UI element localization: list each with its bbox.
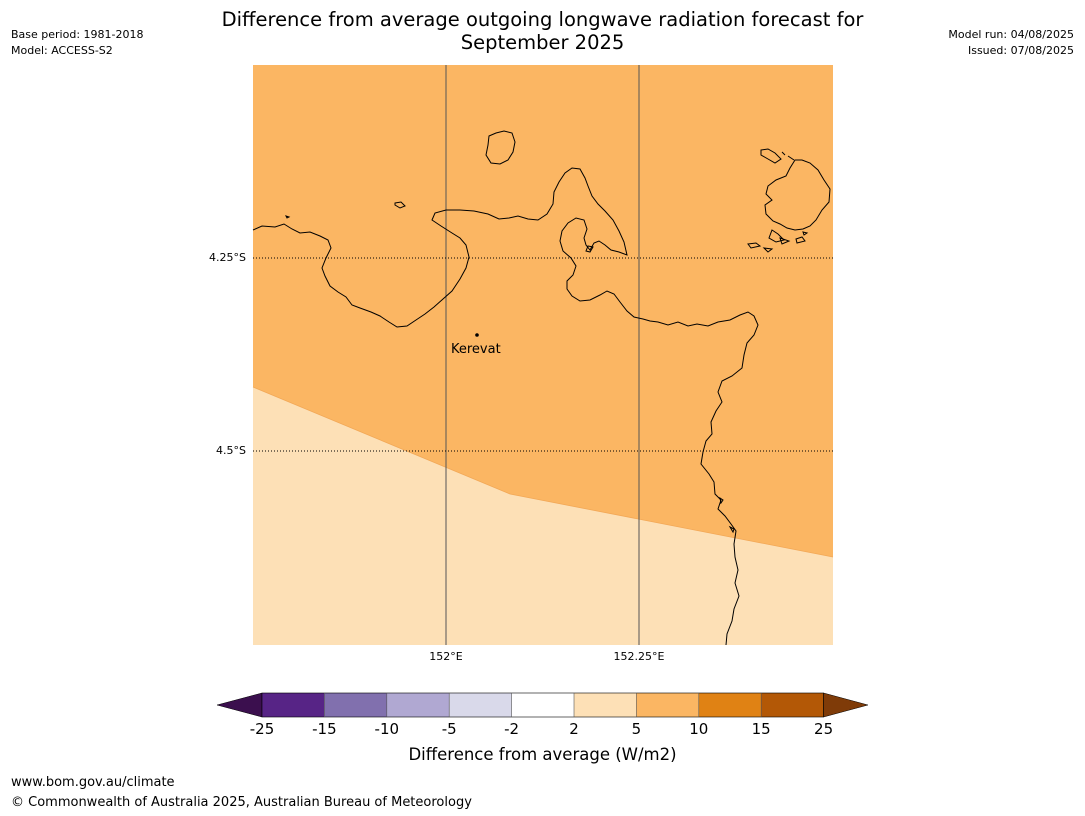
- lat-label-4-25: 4.25°S: [209, 251, 246, 264]
- header-right: Model run: 04/08/2025 Issued: 07/08/2025: [948, 27, 1074, 59]
- kerevat-marker: [475, 333, 479, 337]
- colorbar-segment-5: [511, 693, 574, 717]
- colorbar-tick: 25: [814, 720, 834, 738]
- colorbar-tick: 2: [569, 720, 579, 738]
- colorbar-segment-2: [324, 693, 387, 717]
- title-line-1: Difference from average outgoing longwav…: [221, 8, 864, 31]
- colorbar-tick: -15: [312, 720, 337, 738]
- coastline: [252, 130, 831, 646]
- colorbar-segment-3: [386, 693, 450, 717]
- place-label-kerevat: Kerevat: [451, 342, 501, 357]
- contour-boundary: [252, 386, 834, 558]
- colorbar-tick: -5: [441, 720, 457, 738]
- colorbar-tick: 15: [751, 720, 771, 738]
- issued-date: Issued: 07/08/2025: [967, 44, 1074, 57]
- colorbar-dividers: [324, 693, 762, 717]
- colorbar-tick: -25: [249, 720, 275, 738]
- colorbar-tick: -10: [374, 720, 400, 738]
- base-period: Base period: 1981-2018: [11, 28, 144, 41]
- header-left: Base period: 1981-2018 Model: ACCESS-S2: [11, 27, 143, 59]
- colorbar-segment-1: [262, 693, 325, 717]
- colorbar-label: Difference from average (W/m2): [408, 745, 677, 764]
- forecast-map: [252, 65, 834, 646]
- model-name: Model: ACCESS-S2: [11, 44, 113, 57]
- footer-url[interactable]: www.bom.gov.au/climate: [11, 775, 175, 790]
- colorbar-outline: [261, 692, 824, 718]
- map-title: Difference from average outgoing longwav…: [180, 8, 905, 54]
- colorbar-segment-6: [574, 693, 637, 717]
- colorbar-segment-9: [761, 693, 824, 717]
- colorbar-extend-low: [216, 692, 263, 718]
- colorbar-segment-7: [636, 693, 699, 717]
- lon-label-152-25: 152.25°E: [613, 650, 665, 663]
- title-line-2: September 2025: [460, 31, 625, 54]
- colorbar-tick: 10: [689, 720, 709, 738]
- colorbar-extend-high: [823, 692, 869, 718]
- colorbar-segment-4: [449, 693, 512, 717]
- footer-copyright: © Commonwealth of Australia 2025, Austra…: [11, 795, 472, 810]
- colorbar-tick: -2: [504, 720, 520, 738]
- colorbar-tick: 5: [631, 720, 642, 738]
- colorbar-segment-8: [698, 693, 762, 717]
- lat-label-4-5: 4.5°S: [216, 444, 246, 457]
- model-run: Model run: 04/08/2025: [948, 28, 1074, 41]
- lon-label-152: 152°E: [429, 650, 463, 663]
